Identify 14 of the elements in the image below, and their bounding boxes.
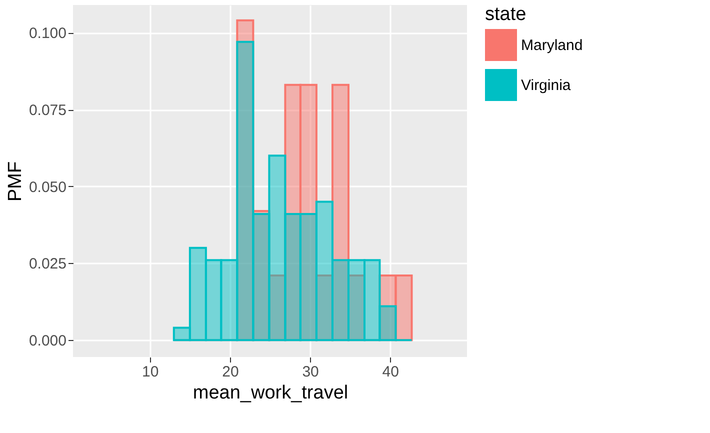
x-axis-title: mean_work_travel (192, 382, 348, 404)
y-tick-label: 0.050 (28, 178, 66, 196)
y-tick-label: 0.100 (28, 25, 66, 42)
y-tick-label: 0.000 (28, 332, 66, 350)
x-tick-label: 40 (382, 364, 399, 380)
y-axis-title: PMF (4, 161, 26, 202)
y-tick-label: 0.025 (28, 256, 66, 273)
legend-title: state (485, 4, 526, 25)
x-tick-label: 10 (142, 364, 159, 380)
legend-label: Maryland (521, 37, 583, 54)
legend-label: Virginia (521, 77, 572, 94)
x-tick-label: 20 (222, 364, 239, 380)
y-tick-label: 0.075 (28, 102, 66, 120)
x-tick-label: 30 (302, 364, 319, 380)
